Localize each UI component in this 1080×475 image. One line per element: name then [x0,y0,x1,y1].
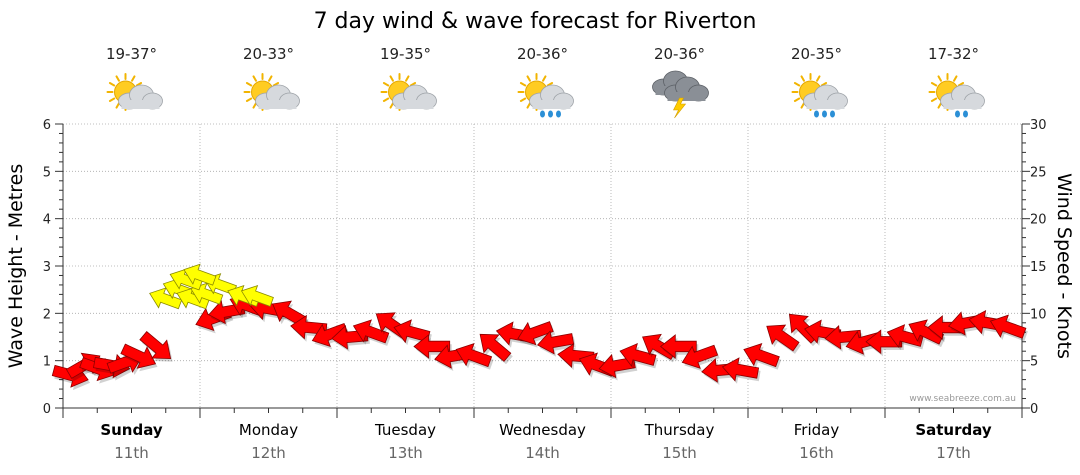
wind-arrow [455,342,493,368]
wind-arrow [619,343,657,367]
weather-row: 19-37° 20-33° 19-35° 20-36° 20-36° 20-35° 17-3… [106,45,985,119]
day-name: Tuesday [374,421,436,439]
wind-arrow [743,342,780,368]
y-tick-right: 25 [1030,165,1047,180]
day-name: Saturday [915,421,992,439]
sun-cloud-icon [106,73,163,111]
day-labels: Sunday 11th Monday 12th Tuesday 13th Wednesday… [100,421,992,462]
wind-arrow [139,331,172,360]
axes: 0 1 2 3 4 5 6 0 5 10 15 20 25 30 [43,118,1047,418]
storm-cloud-icon [652,70,709,119]
y-tick-right: 5 [1030,355,1038,370]
temperature-range: 20-36° [654,45,705,63]
sun-cloud-icon [243,73,300,111]
wind-arrow [272,300,307,327]
day-date: 13th [388,444,422,462]
y-tick-right: 20 [1030,213,1047,228]
y-tick-right: 10 [1030,307,1047,322]
wind-arrow [120,343,157,369]
wind-arrow [766,324,800,352]
wave-arrow [240,284,274,307]
wind-arrow [681,344,719,369]
source-credit: www.seabreeze.com.au [909,394,1016,404]
sun-cloud-rain-icon [791,73,848,118]
day-date: 17th [936,444,970,462]
y-tick-left: 4 [43,213,51,228]
wind-arrow [517,321,554,346]
sun-cloud-showers-icon [928,73,985,118]
temperature-range: 19-35° [380,45,431,63]
y-tick-right: 30 [1030,118,1047,133]
day-date: 14th [525,444,559,462]
temperature-range: 19-37° [106,45,157,63]
wind-arrow [721,357,760,382]
y-tick-left: 3 [43,260,51,275]
y-axis-label-left: Wave Height - Metres [5,164,27,368]
y-tick-left: 0 [43,402,51,417]
wave-arrow [149,287,183,310]
y-tick-left: 5 [43,165,51,180]
wind-arrow [393,319,431,344]
wind-arrow [479,333,512,362]
y-tick-left: 2 [43,307,51,322]
temperature-range: 20-35° [791,45,842,63]
day-name: Sunday [100,421,163,439]
temperature-range: 17-32° [928,45,979,63]
wind-arrow [659,334,697,359]
day-date: 11th [114,444,148,462]
day-date: 12th [251,444,285,462]
wind-arrow [989,314,1027,339]
day-name: Thursday [644,421,715,439]
wind-arrows [51,263,1028,391]
y-tick-left: 1 [43,355,51,370]
wind-arrow [413,334,451,359]
wind-arrow [824,325,862,350]
day-name: Monday [239,421,298,439]
y-tick-right: 15 [1030,260,1047,275]
temperature-range: 20-36° [517,45,568,63]
day-name: Wednesday [499,421,586,439]
wave-arrow [183,263,217,286]
y-axis-label-right: Wind Speed - Knots [1053,173,1075,359]
day-date: 15th [662,444,696,462]
wind-arrow [536,330,575,355]
chart-title: 7 day wind & wave forecast for Riverton [314,9,757,34]
day-date: 16th [799,444,833,462]
temperature-range: 20-33° [243,45,294,63]
grid-lines [63,123,1022,408]
y-tick-right: 0 [1030,402,1038,417]
sun-cloud-icon [380,73,437,111]
sun-cloud-rain-icon [517,73,574,118]
y-tick-left: 6 [43,118,51,133]
wind-arrow [311,322,349,348]
day-name: Friday [794,421,840,439]
wind-arrow [352,319,390,344]
